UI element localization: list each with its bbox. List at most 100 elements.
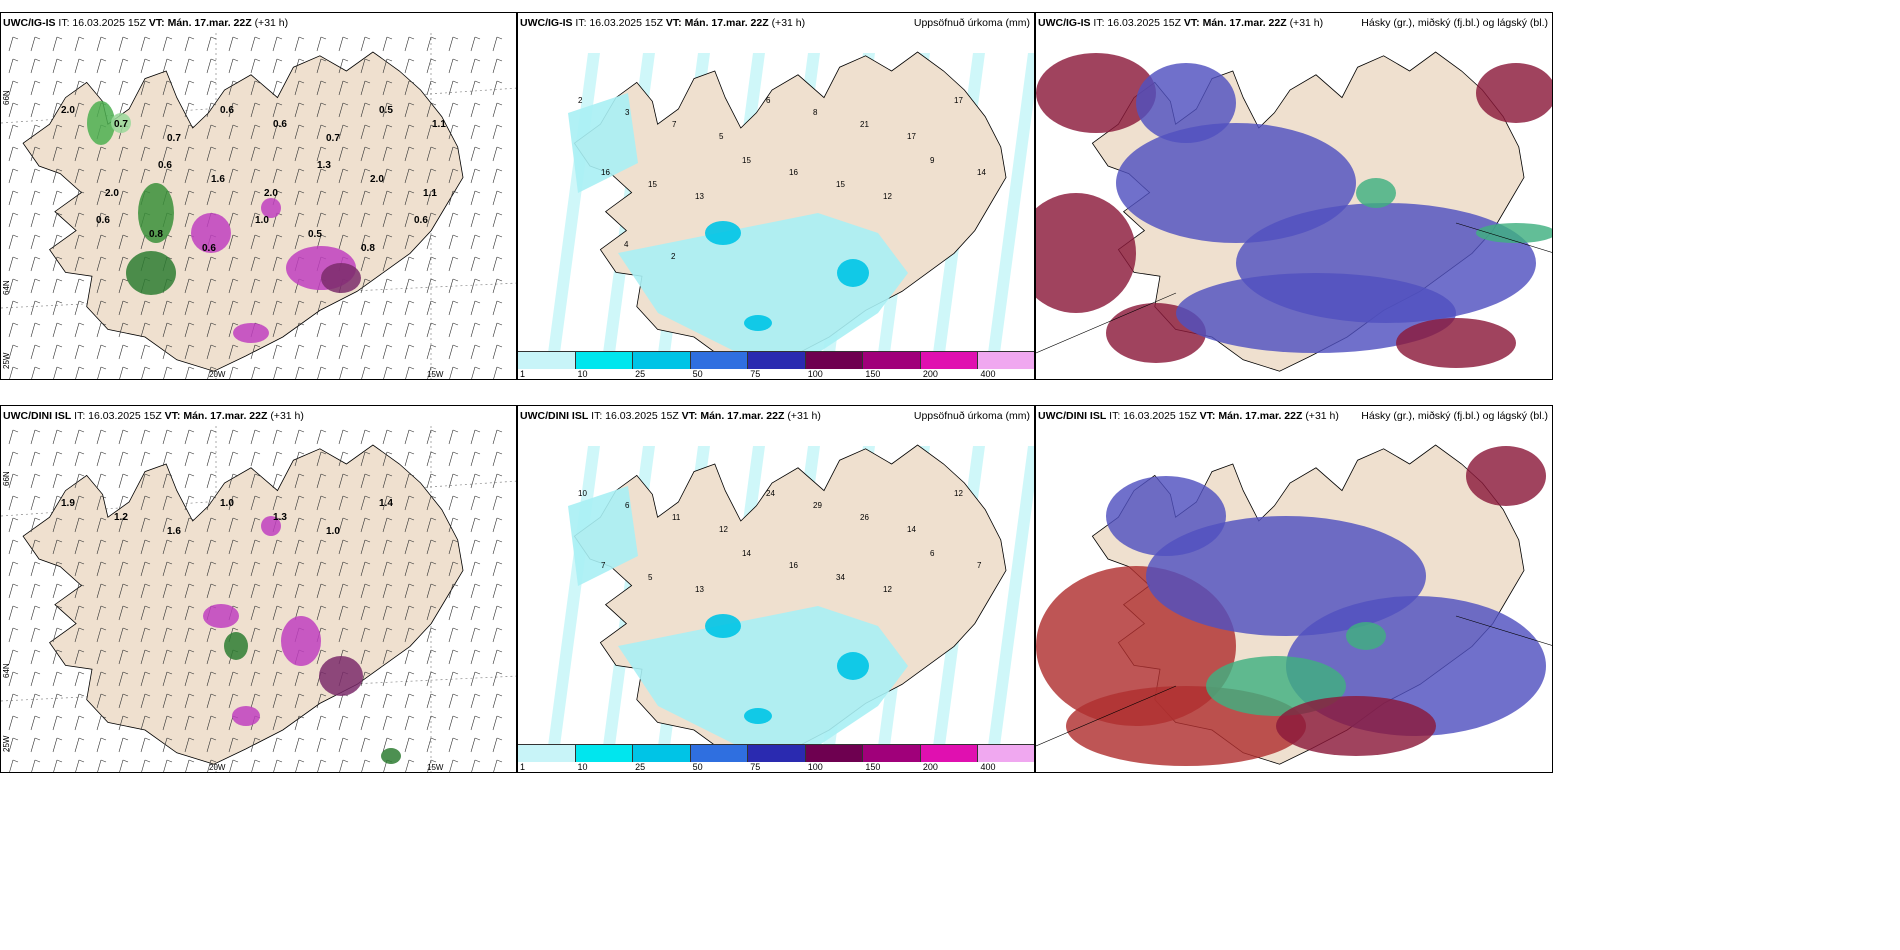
wind-barb — [426, 344, 437, 360]
wind-barb — [74, 693, 85, 709]
wind-barb — [360, 693, 371, 709]
wind-barb — [448, 102, 459, 118]
wind-barb — [426, 583, 437, 599]
wind-barb — [492, 102, 503, 118]
wind-barb — [206, 495, 217, 511]
wind-barb — [272, 58, 283, 74]
value-label: 0.6 — [158, 160, 172, 171]
wind-barb — [206, 473, 217, 489]
wind-barb — [30, 561, 41, 577]
wind-barb — [294, 58, 305, 74]
wind-barb — [52, 737, 63, 753]
wind-barb — [9, 366, 19, 379]
wind-barb — [404, 737, 415, 753]
wind-barb — [470, 146, 481, 162]
precip-type-blob — [381, 748, 401, 764]
cloud-blob — [1176, 273, 1456, 353]
wind-barb — [470, 300, 481, 316]
wind-barb — [492, 146, 503, 162]
wind-barb — [250, 473, 261, 489]
panel-subtitle: Uppsöfnuð úrkoma (mm) — [913, 17, 1030, 29]
panel-title: UWC/DINI ISL IT: 16.03.2025 15Z VT: Mán.… — [3, 410, 304, 422]
wind-barb — [8, 212, 19, 228]
wind-barb — [338, 517, 349, 533]
wind-barb — [118, 58, 129, 74]
wind-barb — [470, 322, 481, 338]
wind-barb — [470, 80, 481, 96]
wind-barb — [8, 58, 19, 74]
wind-barb — [184, 256, 195, 272]
value-label: 6 — [930, 549, 935, 558]
wind-barb — [162, 583, 173, 599]
wind-barb — [96, 671, 107, 687]
colorbar-cell — [863, 351, 921, 369]
wind-barb — [207, 366, 217, 379]
panel-precip-igis: UWC/IG-IS IT: 16.03.2025 15Z VT: Mán. 17… — [517, 12, 1035, 380]
wind-barb — [53, 759, 63, 772]
wind-barb — [272, 583, 283, 599]
wind-barb — [360, 168, 371, 184]
wind-barb — [8, 517, 19, 533]
wind-barb — [8, 190, 19, 206]
wind-barb — [184, 605, 195, 621]
colorbar-cell — [575, 351, 634, 369]
wind-barb — [30, 737, 41, 753]
wind-barb — [382, 583, 393, 599]
wind-barb — [272, 429, 283, 445]
wind-barb — [448, 300, 459, 316]
wind-barb — [448, 583, 459, 599]
wind-barb — [338, 102, 349, 118]
cloud-blob — [1466, 446, 1546, 506]
wind-barb — [162, 649, 173, 665]
wind-barb — [206, 671, 217, 687]
wind-barb — [470, 715, 481, 731]
value-label: 15 — [648, 180, 657, 189]
value-label: 1.3 — [317, 160, 331, 171]
value-label: 0.5 — [308, 229, 322, 240]
colorbar-label: 10 — [577, 762, 588, 772]
value-label: 8 — [813, 108, 818, 117]
wind-barb — [404, 190, 415, 206]
wind-barb — [272, 168, 283, 184]
wind-barb — [74, 212, 85, 228]
wind-barb — [184, 451, 195, 467]
value-label: 0.7 — [167, 133, 181, 144]
cloud-blob — [1116, 123, 1356, 243]
precip-type-blob — [261, 516, 281, 536]
wind-barb — [470, 693, 481, 709]
wind-barb — [404, 693, 415, 709]
wind-barb — [382, 190, 393, 206]
wind-barb — [250, 168, 261, 184]
wind-barb — [316, 102, 327, 118]
value-label: 2 — [578, 96, 583, 105]
wind-barb — [206, 80, 217, 96]
wind-barb — [426, 168, 437, 184]
value-label: 17 — [954, 96, 963, 105]
wind-barb — [272, 451, 283, 467]
wind-barb — [316, 212, 327, 228]
wind-barb — [207, 759, 217, 772]
wind-barb — [228, 495, 239, 511]
value-label: 0.7 — [114, 119, 128, 130]
colorbar-label: 1 — [520, 369, 526, 379]
wind-barb — [360, 58, 371, 74]
wind-barb — [185, 759, 195, 772]
wind-barb — [96, 322, 107, 338]
wind-barb — [184, 693, 195, 709]
wind-barb — [184, 278, 195, 294]
wind-barb — [140, 737, 151, 753]
wind-barb — [96, 495, 107, 511]
wind-barb — [426, 300, 437, 316]
wind-barb — [162, 80, 173, 96]
wind-barb — [8, 429, 19, 445]
wind-barb — [118, 256, 129, 272]
wind-barb — [74, 627, 85, 643]
wind-barb — [294, 168, 305, 184]
wind-barb — [360, 737, 371, 753]
precip-area — [568, 93, 638, 193]
panel-wind-dini: UWC/DINI ISL IT: 16.03.2025 15Z VT: Mán.… — [0, 405, 517, 773]
value-label: 2.0 — [105, 188, 119, 199]
wind-barb — [118, 146, 129, 162]
wind-barb — [338, 627, 349, 643]
colorbar-cell — [575, 744, 634, 762]
